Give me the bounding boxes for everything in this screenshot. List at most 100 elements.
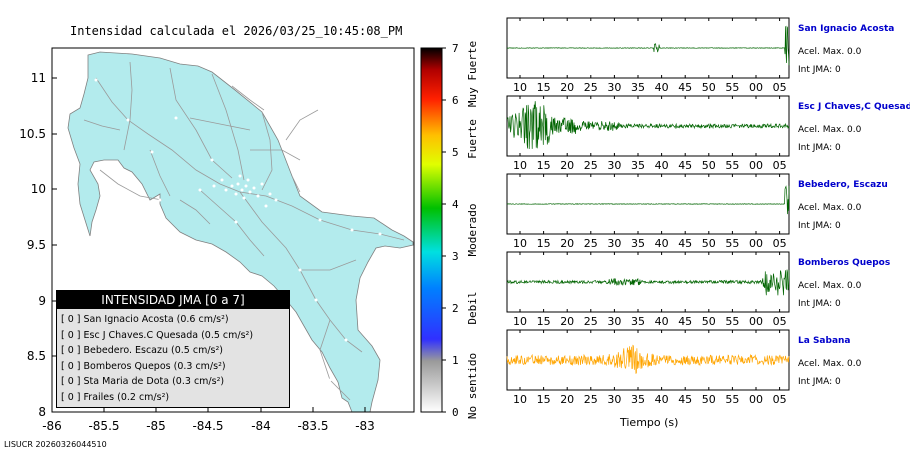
legend-title: INTENSIDAD JMA [0 a 7] xyxy=(57,291,289,309)
time-tick-label: 40 xyxy=(655,159,669,172)
waveform-trace xyxy=(506,25,790,66)
time-tick-label: 45 xyxy=(678,81,692,94)
time-tick-label: 20 xyxy=(560,159,574,172)
time-tick-label: 30 xyxy=(607,159,621,172)
colorbar-category-label: Muy Fuerte xyxy=(466,41,479,107)
time-tick-label: 25 xyxy=(584,159,598,172)
time-tick-label: 35 xyxy=(631,159,645,172)
station-jma: Int JMA: 0 xyxy=(798,65,841,75)
map-title: Intensidad calculada el 2026/03/25_10:45… xyxy=(70,24,403,38)
time-tick-label: 05 xyxy=(773,393,787,406)
waveform-trace xyxy=(506,269,790,296)
station-accel: Acel. Max. 0.0 xyxy=(798,47,862,57)
time-tick-label: 05 xyxy=(773,81,787,94)
map-x-tick-label: -85 xyxy=(146,419,166,433)
time-tick-label: 30 xyxy=(607,81,621,94)
colorbar-tick-label: 5 xyxy=(452,146,459,159)
time-tick-label: 45 xyxy=(678,159,692,172)
colorbar-tick-label: 3 xyxy=(452,250,459,263)
time-tick-label: 10 xyxy=(513,393,527,406)
time-tick-label: 35 xyxy=(631,81,645,94)
time-tick-label: 25 xyxy=(584,393,598,406)
time-tick-label: 40 xyxy=(655,393,669,406)
station-accel: Acel. Max. 0.0 xyxy=(798,359,862,369)
map-y-tick-label: 9.5 xyxy=(27,238,46,252)
time-tick-label: 45 xyxy=(678,393,692,406)
station-name[interactable]: Esc J Chaves,C Quesada xyxy=(798,102,910,112)
station-name[interactable]: Bomberos Quepos xyxy=(798,258,891,268)
colorbar-tick-label: 0 xyxy=(452,406,459,419)
map-x-tick-label: -86 xyxy=(42,419,62,433)
legend-item: [ 0 ] Bebedero. Escazu (0.5 cm/s²) xyxy=(61,345,224,356)
station-accel: Acel. Max. 0.0 xyxy=(798,203,862,213)
time-tick-label: 15 xyxy=(537,393,551,406)
time-tick-label: 15 xyxy=(537,237,551,250)
station-name[interactable]: La Sabana xyxy=(798,336,851,346)
time-tick-label: 15 xyxy=(537,315,551,328)
legend-item: [ 0 ] Frailes (0.2 cm/s²) xyxy=(61,391,170,403)
time-tick-label: 45 xyxy=(678,315,692,328)
time-tick-label: 55 xyxy=(725,315,739,328)
map-x-tick-label: -83 xyxy=(355,419,375,433)
time-tick-label: 50 xyxy=(702,237,716,250)
colorbar-category-label: Moderado xyxy=(466,204,479,257)
station-name[interactable]: Bebedero, Escazu xyxy=(798,180,888,190)
station-jma: Int JMA: 0 xyxy=(798,143,841,153)
station-accel: Acel. Max. 0.0 xyxy=(798,281,862,291)
station-jma: Int JMA: 0 xyxy=(798,221,841,231)
time-tick-label: 00 xyxy=(749,315,763,328)
time-tick-label: 00 xyxy=(749,237,763,250)
time-tick-label: 25 xyxy=(584,315,598,328)
colorbar-tick-label: 6 xyxy=(452,94,459,107)
map-x-tick-label: -84.5 xyxy=(192,419,223,433)
colorbar-tick-label: 4 xyxy=(452,198,459,211)
time-tick-label: 20 xyxy=(560,393,574,406)
waveform-panel: 10 15 20 25 30 35 40 45 50 55 00 05 xyxy=(506,251,790,328)
map-y-tick-label: 8.5 xyxy=(27,349,46,363)
waveform-panel: 10 15 20 25 30 35 40 45 50 55 00 05 xyxy=(506,95,790,172)
time-tick-label: 20 xyxy=(560,237,574,250)
station-name[interactable]: San Ignacio Acosta xyxy=(798,24,895,34)
time-tick-label: 20 xyxy=(560,81,574,94)
map-y-tick-label: 11 xyxy=(31,71,46,85)
time-tick-label: 35 xyxy=(631,393,645,406)
colorbar-category-label: Fuerte xyxy=(466,119,479,159)
time-tick-label: 50 xyxy=(702,81,716,94)
time-tick-label: 55 xyxy=(725,159,739,172)
legend-item: [ 0 ] San Ignacio Acosta (0.6 cm/s²) xyxy=(61,314,229,325)
time-tick-label: 05 xyxy=(773,315,787,328)
time-tick-label: 15 xyxy=(537,159,551,172)
map-y-tick-label: 10 xyxy=(31,182,46,196)
footer-id: LISUCR 20260326044510 xyxy=(4,440,107,449)
time-tick-label: 05 xyxy=(773,237,787,250)
time-tick-label: 15 xyxy=(537,81,551,94)
waveform-panel: 10 15 20 25 30 35 40 45 50 55 00 05 xyxy=(506,329,790,406)
time-tick-label: 30 xyxy=(607,315,621,328)
time-tick-label: 30 xyxy=(607,237,621,250)
legend-item: [ 0 ] Esc J Chaves.C Quesada (0.5 cm/s²) xyxy=(61,329,254,341)
colorbar-tick-label: 7 xyxy=(452,42,459,55)
map-x-tick-label: -84 xyxy=(251,419,271,433)
time-tick-label: 40 xyxy=(655,237,669,250)
time-tick-label: 30 xyxy=(607,393,621,406)
time-tick-label: 50 xyxy=(702,159,716,172)
waveform-trace xyxy=(506,101,790,150)
legend-item: [ 0 ] Bomberos Quepos (0.3 cm/s²) xyxy=(61,360,226,372)
time-tick-label: 25 xyxy=(584,237,598,250)
map-x-tick-label: -83.5 xyxy=(297,419,328,433)
map-y-tick-label: 10.5 xyxy=(19,127,46,141)
time-tick-label: 40 xyxy=(655,315,669,328)
station-jma: Int JMA: 0 xyxy=(798,299,841,309)
time-tick-label: 25 xyxy=(584,81,598,94)
time-axis-label: Tiempo (s) xyxy=(620,416,679,429)
time-tick-label: 35 xyxy=(631,237,645,250)
station-accel: Acel. Max. 0.0 xyxy=(798,125,862,135)
time-tick-label: 55 xyxy=(725,81,739,94)
time-tick-label: 55 xyxy=(725,237,739,250)
time-tick-label: 10 xyxy=(513,237,527,250)
intensity-colorbar xyxy=(420,47,443,413)
time-tick-label: 00 xyxy=(749,393,763,406)
time-tick-label: 50 xyxy=(702,315,716,328)
map-x-tick-label: -85.5 xyxy=(88,419,119,433)
time-tick-label: 10 xyxy=(513,315,527,328)
